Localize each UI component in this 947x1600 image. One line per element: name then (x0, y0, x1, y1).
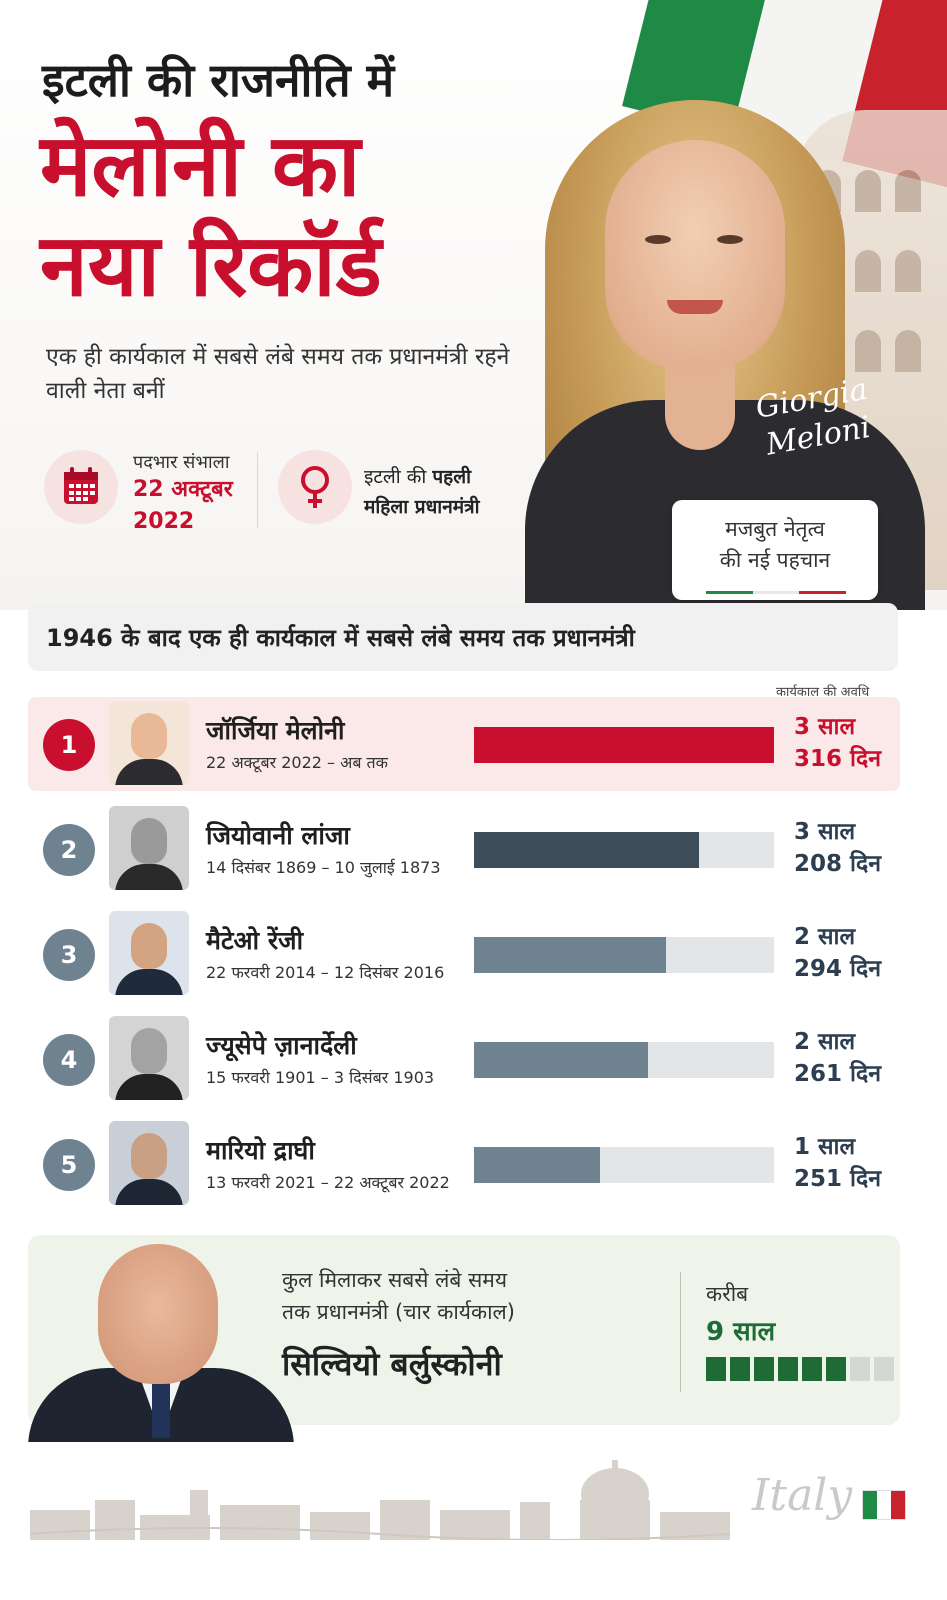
pm-term-dates: 22 अक्टूबर 2022 – अब तक (206, 753, 388, 772)
ranking-header: 1946 के बाद एक ही कार्यकाल में सबसे लंबे… (28, 603, 898, 671)
berlusconi-divider (680, 1272, 681, 1392)
flag-stripe (706, 591, 847, 594)
tenure-bar-fill (474, 1147, 600, 1183)
pm-term-dates: 14 दिसंबर 1869 – 10 जुलाई 1873 (206, 858, 441, 877)
badge-line-2: की नई पहचान (719, 548, 831, 572)
tenure-duration: 3 साल 316 दिन (794, 711, 881, 775)
tenure-bar-track (474, 1147, 774, 1183)
italy-flag-icon (862, 1490, 906, 1520)
tenure-segment (874, 1357, 894, 1381)
berlusconi-description: कुल मिलाकर सबसे लंबे समय तक प्रधानमंत्री… (282, 1264, 515, 1328)
tenure-duration: 3 साल 208 दिन (794, 816, 881, 880)
pm-name: मारियो द्राघी (206, 1136, 315, 1165)
tenure-days: 261 दिन (794, 1061, 881, 1087)
ranking-row: 3 मैटेओ रेंजी 22 फरवरी 2014 – 12 दिसंबर 20… (28, 907, 900, 1001)
ranking-row: 1 जॉर्जिया मेलोनी 22 अक्टूबर 2022 – अब तक 3… (28, 697, 900, 791)
pm-portrait (109, 806, 189, 890)
pm-portrait (109, 1016, 189, 1100)
rank-number-badge: 5 (43, 1139, 95, 1191)
tenure-days: 294 दिन (794, 956, 881, 982)
pm-term-dates: 15 फरवरी 1901 – 3 दिसंबर 1903 (206, 1068, 435, 1087)
tenure-years: 3 साल (794, 714, 856, 740)
tenure-years: 3 साल (794, 819, 856, 845)
hero-section: Giorgia Meloni मजबुत नेतृत्व की नई पहचान (0, 0, 947, 610)
tenure-years: 2 साल (794, 1029, 856, 1055)
leadership-badge: मजबुत नेतृत्व की नई पहचान (672, 500, 878, 600)
pm-portrait (109, 1121, 189, 1205)
tenure-bar-track (474, 937, 774, 973)
rank-number-badge: 1 (43, 719, 95, 771)
rank-number-badge: 4 (43, 1034, 95, 1086)
badge-line-1: मजबुत नेतृत्व (725, 517, 825, 541)
headline-line-1: इटली की राजनीति में (42, 53, 395, 107)
berlusconi-name: सिल्वियो बर्लुस्कोनी (282, 1345, 502, 1383)
ranking-row: 2 जियोवानी लांजा 14 दिसंबर 1869 – 10 जुलाई… (28, 802, 900, 896)
tenure-days: 208 दिन (794, 851, 881, 877)
tenure-bar-fill (474, 1042, 648, 1078)
tenure-duration: 2 साल 294 दिन (794, 921, 881, 985)
tenure-segment (730, 1357, 750, 1381)
headline-subtitle: एक ही कार्यकाल में सबसे लंबे समय तक प्रध… (46, 344, 510, 404)
took-office-label: पदभार संभाला (133, 452, 230, 473)
tenure-bar-fill (474, 937, 666, 973)
female-symbol-icon (278, 450, 352, 524)
tenure-segment (826, 1357, 846, 1381)
tenure-bar-fill (474, 832, 699, 868)
tenure-segment (778, 1357, 798, 1381)
tenure-segment (802, 1357, 822, 1381)
rome-skyline-illustration (30, 1460, 730, 1540)
rank-number-badge: 2 (43, 824, 95, 876)
pm-name: मैटेओ रेंजी (206, 926, 304, 955)
tenure-days: 316 दिन (794, 746, 881, 772)
berlusconi-desc-line-1: कुल मिलाकर सबसे लंबे समय (282, 1268, 508, 1292)
pm-name: जियोवानी लांजा (206, 821, 350, 850)
pm-name: जॉर्जिया मेलोनी (206, 716, 345, 745)
tenure-segment (754, 1357, 774, 1381)
berlusconi-years: 9 साल (706, 1317, 776, 1347)
rank-number-badge: 3 (43, 929, 95, 981)
pm-term-dates: 13 फरवरी 2021 – 22 अक्टूबर 2022 (206, 1173, 450, 1192)
pm-portrait (109, 701, 189, 785)
tenure-segment (706, 1357, 726, 1381)
tenure-duration: 2 साल 261 दिन (794, 1026, 881, 1090)
duration-column-label: कार्यकाल की अवधि (776, 685, 870, 700)
headline-line-2: मेलोनी का (40, 116, 361, 216)
tenure-duration: 1 साल 251 दिन (794, 1131, 881, 1195)
pm-name: ज्यूसेपे ज़ानार्देली (206, 1031, 357, 1060)
took-office-date-2: 2022 (133, 509, 195, 534)
took-office-info: पदभार संभाला 22 अक्टूबर 2022 (133, 450, 233, 538)
tenure-bar-track (474, 727, 774, 763)
tenure-years: 2 साल (794, 924, 856, 950)
berlusconi-tenure-meter (706, 1357, 894, 1381)
tenure-bar-track (474, 832, 774, 868)
first-woman-info: इटली की पहली महिला प्रधानमंत्री (364, 466, 480, 518)
tenure-bar-fill (474, 727, 774, 763)
ranking-row: 5 मारियो द्राघी 13 फरवरी 2021 – 22 अक्टूबर… (28, 1117, 900, 1211)
tenure-years: 1 साल (794, 1134, 856, 1160)
tenure-bar-track (474, 1042, 774, 1078)
tenure-days: 251 दिन (794, 1166, 881, 1192)
tenure-segment (850, 1357, 870, 1381)
info-divider (257, 452, 258, 528)
berlusconi-portrait (28, 1238, 294, 1442)
berlusconi-desc-line-2: तक प्रधानमंत्री (चार कार्यकाल) (282, 1300, 515, 1324)
headline-line-3: नया रिकॉर्ड (40, 216, 382, 316)
ranking-row: 4 ज्यूसेपे ज़ानार्देली 15 फरवरी 1901 – 3 द… (28, 1012, 900, 1106)
italy-wordmark: Italy (752, 1470, 853, 1521)
berlusconi-about-label: करीब (706, 1282, 749, 1306)
calendar-icon (44, 450, 118, 524)
took-office-date-1: 22 अक्टूबर (133, 477, 233, 502)
pm-portrait (109, 911, 189, 995)
ranking-title: 1946 के बाद एक ही कार्यकाल में सबसे लंबे… (46, 624, 635, 652)
pm-term-dates: 22 फरवरी 2014 – 12 दिसंबर 2016 (206, 963, 445, 982)
